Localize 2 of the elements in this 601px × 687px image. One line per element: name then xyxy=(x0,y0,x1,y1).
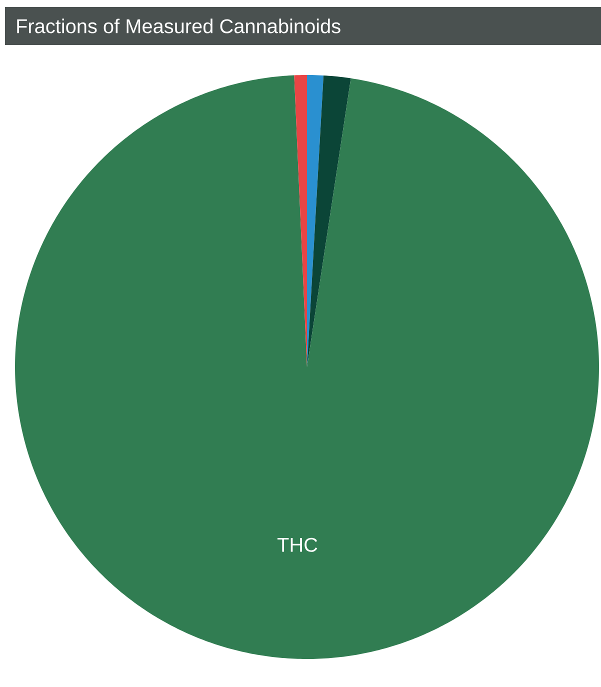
chart-title: Fractions of Measured Cannabinoids xyxy=(17,18,340,34)
slice-label: THC xyxy=(277,538,318,552)
